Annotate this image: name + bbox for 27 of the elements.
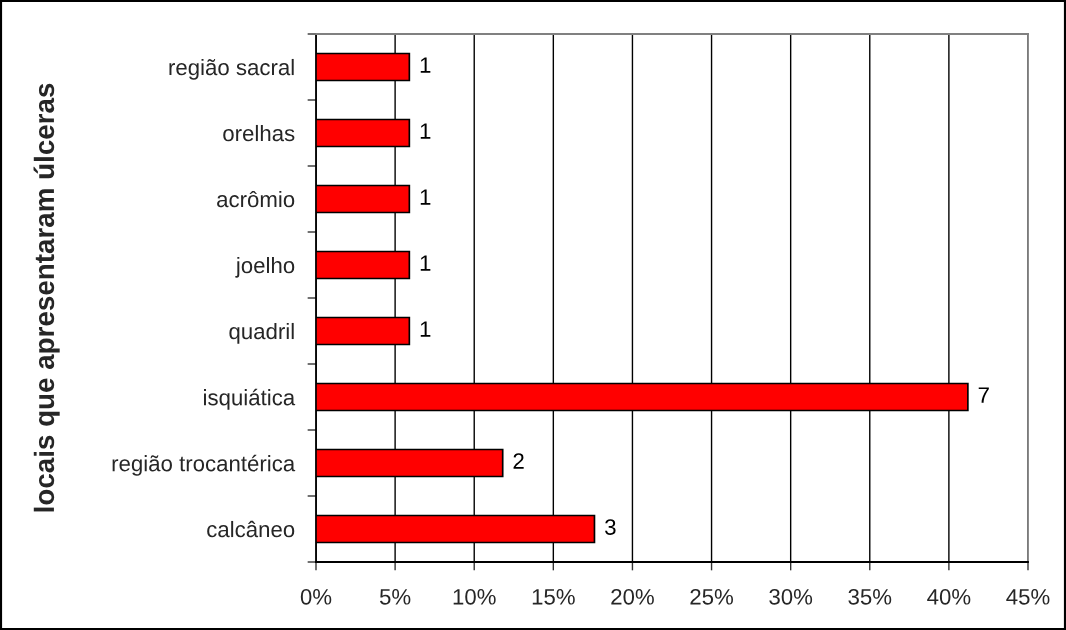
- y-tick-label: joelho: [235, 256, 295, 278]
- annotation: 1: [420, 57, 431, 73]
- x-tick-label: 35%: [848, 588, 892, 605]
- annotation: 1: [420, 189, 431, 205]
- annotation: 2: [513, 453, 524, 469]
- y-axis-title: locais que apresentaram úlceras: [33, 83, 60, 512]
- x-tick-label: 10%: [453, 588, 496, 605]
- x-tick-label: 25%: [690, 588, 733, 605]
- x-tick-label: 45%: [1006, 589, 1050, 605]
- y-tick-label: acrômio: [217, 190, 295, 208]
- x-tick-label: 0%: [300, 588, 332, 605]
- annotation: 3: [605, 519, 616, 535]
- annotation: 7: [978, 387, 989, 403]
- annotation: 1: [420, 255, 431, 271]
- x-tick-label: 20%: [611, 588, 654, 605]
- x-tick-label: 5%: [379, 589, 411, 605]
- x-tick-label: 40%: [927, 588, 971, 605]
- x-tick-label: 30%: [769, 588, 813, 605]
- y-tick-label: calcâneo: [207, 520, 295, 538]
- annotation: 1: [420, 321, 431, 337]
- y-tick-label: região sacral: [169, 58, 294, 80]
- x-tick-label: 15%: [532, 589, 575, 605]
- y-tick-label: região trocantérica: [112, 454, 296, 476]
- y-tick-label: orelhas: [223, 124, 295, 142]
- y-tick-label: isquiática: [204, 388, 296, 410]
- y-tick-label: quadril: [229, 322, 294, 344]
- annotation: 1: [420, 123, 431, 139]
